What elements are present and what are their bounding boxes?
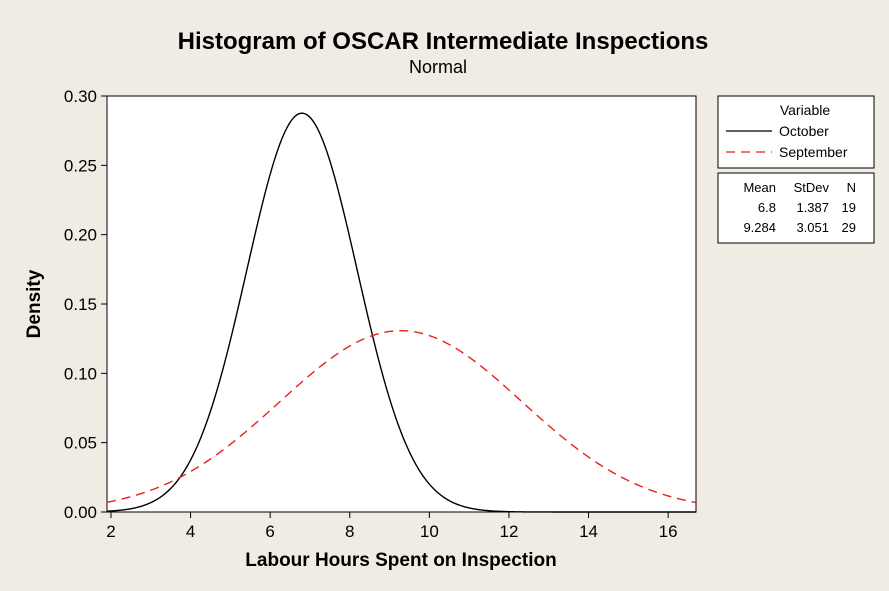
- y-tick-label: 0.10: [64, 364, 97, 383]
- legend-box: [717, 95, 875, 169]
- y-tick-label: 0.20: [64, 226, 97, 245]
- x-tick-label: 16: [659, 522, 678, 541]
- chart-title: Histogram of OSCAR Intermediate Inspecti…: [178, 28, 709, 55]
- curve-september: [106, 329, 697, 504]
- stats-n-september: 29: [842, 220, 856, 235]
- x-tick-label: 2: [106, 522, 115, 541]
- x-tick-label: 10: [420, 522, 439, 541]
- stats-stdev-october: 1.387: [796, 200, 829, 215]
- stats-n-october: 19: [842, 200, 856, 215]
- legend-label-september: September: [779, 144, 848, 160]
- x-tick-label: 4: [186, 522, 195, 541]
- chart-subtitle: Normal: [409, 57, 467, 77]
- stats-box: [717, 172, 875, 244]
- x-axis-label: Labour Hours Spent on Inspection: [245, 550, 556, 571]
- y-tick-label: 0.30: [64, 87, 97, 106]
- y-tick-label: 0.25: [64, 156, 97, 175]
- stats-header-mean: Mean: [743, 180, 776, 195]
- plot-area: [106, 95, 697, 513]
- legend: Variable October September Mean StDev N …: [717, 95, 875, 244]
- stats-mean-september: 9.284: [743, 220, 776, 235]
- stats-stdev-september: 3.051: [796, 220, 829, 235]
- curve-october: [106, 112, 696, 513]
- x-tick-label: 14: [579, 522, 598, 541]
- x-tick-label: 8: [345, 522, 354, 541]
- curves: [106, 112, 697, 513]
- stats-mean-october: 6.8: [758, 200, 776, 215]
- y-tick-label: 0.15: [64, 295, 97, 314]
- legend-title: Variable: [780, 102, 831, 118]
- x-axis: 2 4 6 8 10 12 14 16: [106, 512, 678, 541]
- y-axis: 0.00 0.05 0.10 0.15 0.20 0.25 0.30: [64, 87, 107, 522]
- legend-label-october: October: [779, 123, 829, 139]
- stats-header-n: N: [847, 180, 856, 195]
- x-tick-label: 12: [499, 522, 518, 541]
- y-tick-label: 0.00: [64, 503, 97, 522]
- y-axis-label: Density: [24, 269, 45, 338]
- stats-header-stdev: StDev: [794, 180, 830, 195]
- x-tick-label: 6: [265, 522, 274, 541]
- y-tick-label: 0.05: [64, 434, 97, 453]
